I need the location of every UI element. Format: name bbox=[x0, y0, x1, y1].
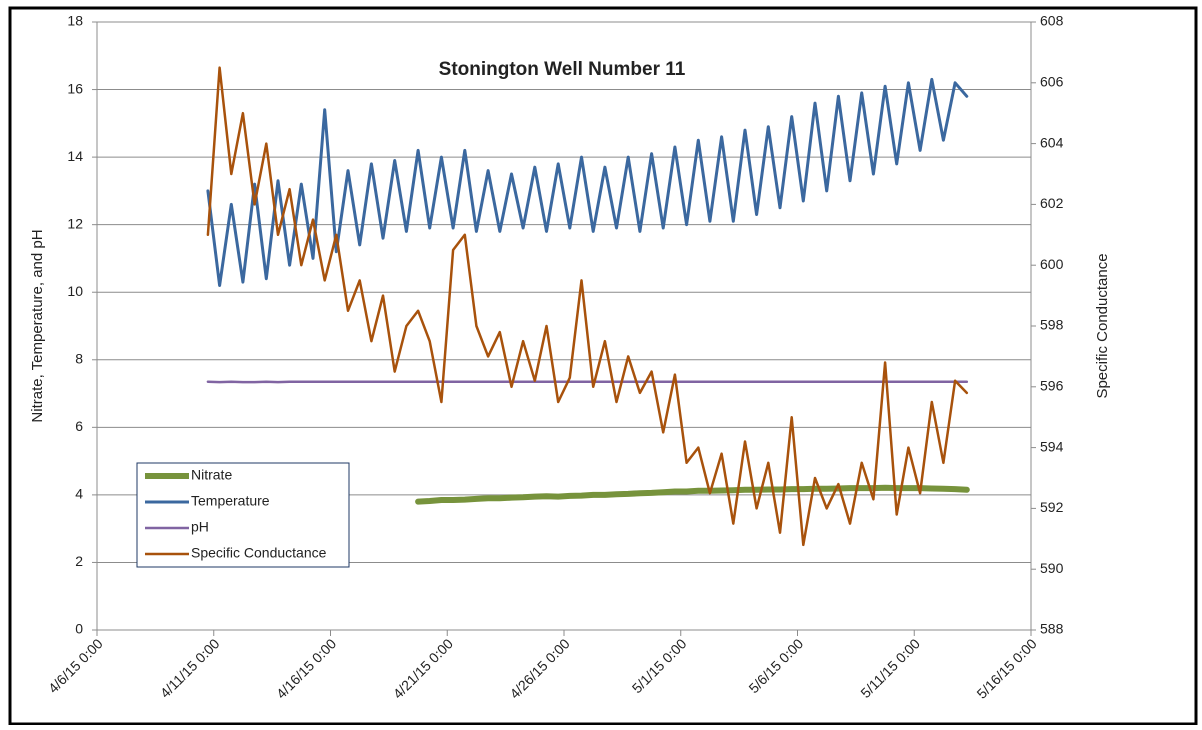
y2-axis-label: Specific Conductance bbox=[1094, 253, 1111, 398]
y2-tick-label: 596 bbox=[1040, 378, 1064, 394]
y2-tick-label: 604 bbox=[1040, 134, 1064, 150]
y2-tick-label: 594 bbox=[1040, 438, 1064, 454]
y2-tick-label: 600 bbox=[1040, 256, 1064, 272]
legend-label: pH bbox=[191, 519, 209, 535]
y-tick-label: 10 bbox=[67, 283, 83, 299]
legend-label: Nitrate bbox=[191, 467, 232, 483]
y-tick-label: 4 bbox=[75, 486, 83, 502]
y2-tick-label: 608 bbox=[1040, 13, 1064, 29]
y-tick-label: 12 bbox=[67, 215, 83, 231]
chart-title: Stonington Well Number 11 bbox=[439, 59, 686, 80]
y2-tick-label: 588 bbox=[1040, 621, 1064, 637]
y-tick-label: 16 bbox=[67, 80, 83, 96]
y2-tick-label: 598 bbox=[1040, 317, 1064, 333]
y2-tick-label: 590 bbox=[1040, 560, 1064, 576]
frame bbox=[10, 8, 1196, 724]
y-tick-label: 8 bbox=[75, 350, 83, 366]
y-axis-label: Nitrate, Temperature, and pH bbox=[29, 229, 46, 422]
y-tick-label: 14 bbox=[67, 148, 83, 164]
y2-tick-label: 592 bbox=[1040, 499, 1064, 515]
legend-label: Temperature bbox=[191, 493, 270, 509]
y2-tick-label: 602 bbox=[1040, 195, 1064, 211]
y-tick-label: 0 bbox=[75, 621, 83, 637]
y-tick-label: 18 bbox=[67, 13, 83, 29]
y-tick-label: 6 bbox=[75, 418, 83, 434]
y2-tick-label: 606 bbox=[1040, 74, 1064, 90]
legend-label: Specific Conductance bbox=[191, 545, 327, 561]
y-tick-label: 2 bbox=[75, 553, 83, 569]
